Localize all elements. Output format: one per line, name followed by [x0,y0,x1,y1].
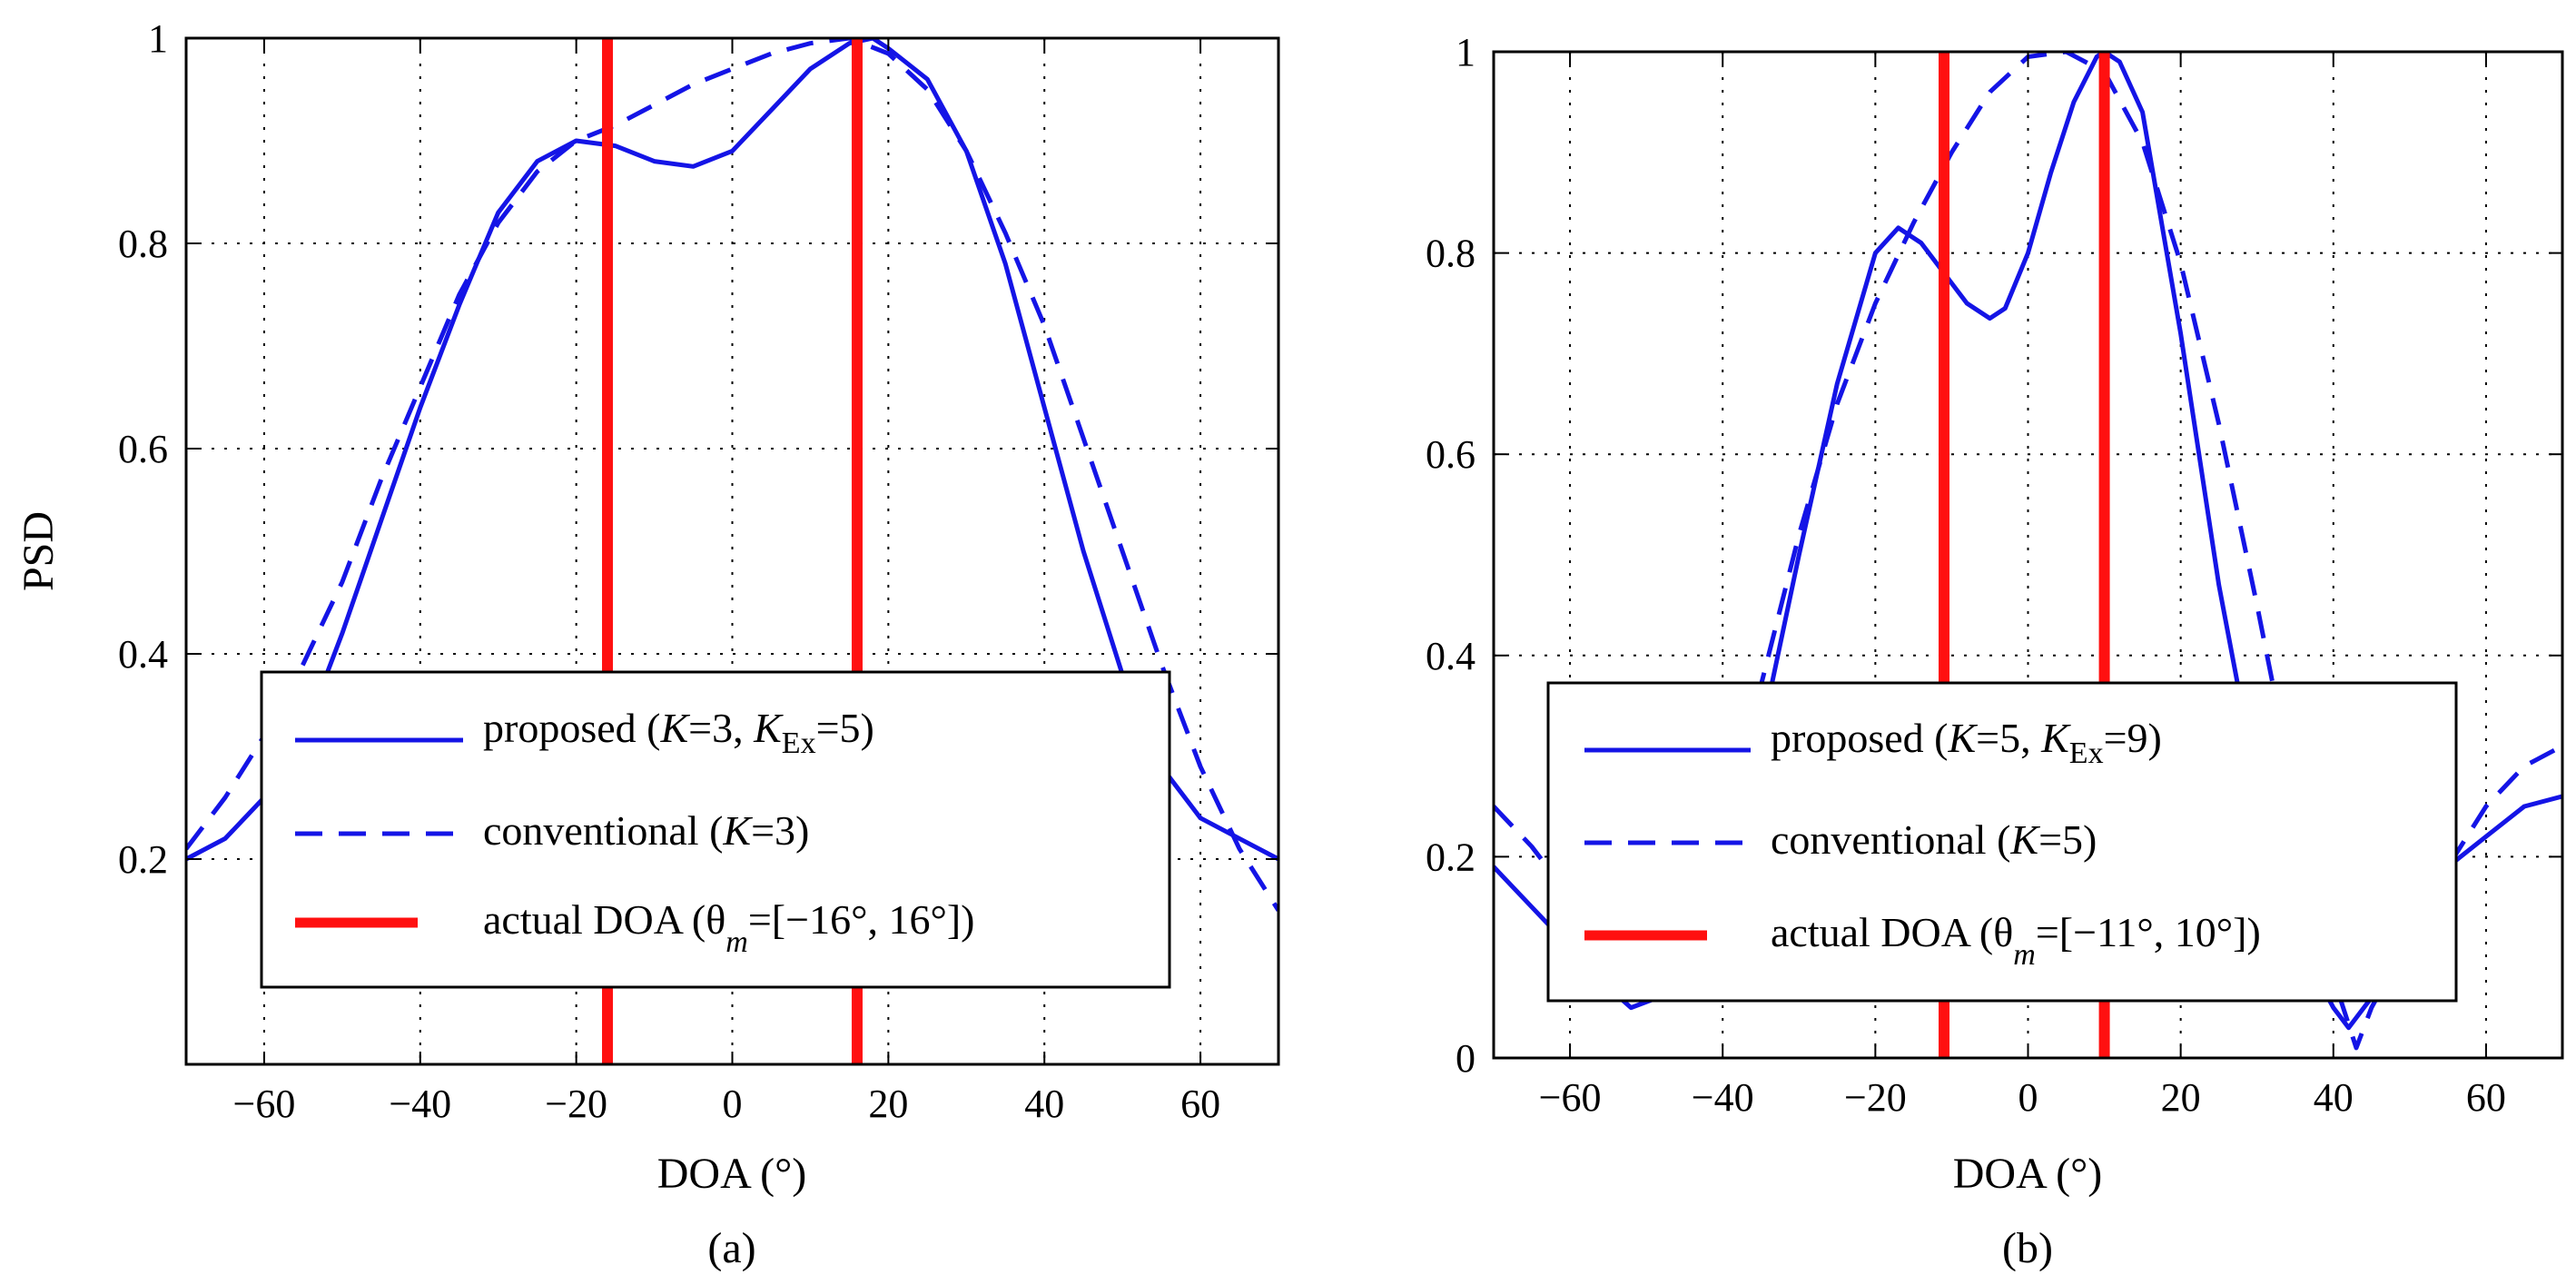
legend-a: proposed (K=3, KEx=5) conventional (K=3)… [260,670,1171,989]
x-tick-label: 20 [2161,1075,2201,1120]
caption-a: (a) [707,1224,755,1272]
legend-label-conventional-a: conventional (K=3) [483,807,809,854]
series-line-conventional [186,38,1278,912]
x-tick-label: −40 [389,1082,451,1126]
series-group-a [186,38,1278,912]
x-tick-label: −20 [1844,1075,1907,1120]
x-tick-label: −40 [1692,1075,1754,1120]
chart-panel-b: −60 −40 −20 0 20 40 60 0 0.2 0.4 0.6 0.8 1 DOA (°) (… [1426,30,2564,1272]
y-tick-label: 0 [1456,1036,1476,1081]
x-axis-label-a: DOA (°) [657,1150,807,1198]
legend-box-b [1546,681,2458,1003]
x-tick-label: 60 [1180,1082,1220,1126]
x-axis-label-b: DOA (°) [1953,1150,2103,1198]
y-tick-label: 0.2 [1426,835,1476,879]
y-tick-label: 1 [148,16,168,61]
x-tick-label: 20 [868,1082,908,1126]
ticks-a: −60 −40 −20 0 20 40 60 0.2 0.4 0.6 0.8 1 [118,16,1278,1126]
y-tick-label: 1 [1456,30,1476,74]
ticks-b: −60 −40 −20 0 20 40 60 0 0.2 0.4 0.6 0.8 1 [1426,30,2562,1120]
legend-label-proposed-a: proposed (K=3, KEx=5) [483,705,874,760]
y-tick-label: 0.4 [118,632,168,677]
y-axis-label: PSD [15,511,63,591]
legend-label-actual-b: actual DOA (θm=[−11°, 10°]) [1771,909,2261,972]
y-tick-label: 0.4 [1426,634,1476,678]
y-tick-label: 0.6 [118,427,168,471]
x-tick-label: 0 [2018,1075,2038,1120]
x-tick-label: 0 [723,1082,743,1126]
x-tick-label: −20 [545,1082,607,1126]
x-tick-label: −60 [233,1082,296,1126]
legend-label-actual-a: actual DOA (θm=[−16°, 16°]) [483,896,975,959]
y-tick-label: 0.8 [118,222,168,266]
y-tick-label: 0.8 [1426,232,1476,276]
caption-b: (b) [2002,1224,2053,1272]
x-tick-label: 40 [2314,1075,2354,1120]
legend-label-proposed-b: proposed (K=5, KEx=9) [1771,715,2162,770]
x-tick-label: 40 [1024,1082,1064,1126]
series-line-proposed [186,38,1278,862]
legend-label-conventional-b: conventional (K=5) [1771,816,2097,863]
chart-panel-a: −60 −40 −20 0 20 40 60 0.2 0.4 0.6 0.8 1 PSD DOA (°… [15,16,1280,1272]
x-tick-label: −60 [1539,1075,1602,1120]
legend-b: proposed (K=5, KEx=9) conventional (K=5)… [1546,681,2458,1003]
legend-box-a [260,670,1171,989]
y-tick-label: 0.2 [118,837,168,882]
y-tick-label: 0.6 [1426,432,1476,477]
x-tick-label: 60 [2466,1075,2506,1120]
